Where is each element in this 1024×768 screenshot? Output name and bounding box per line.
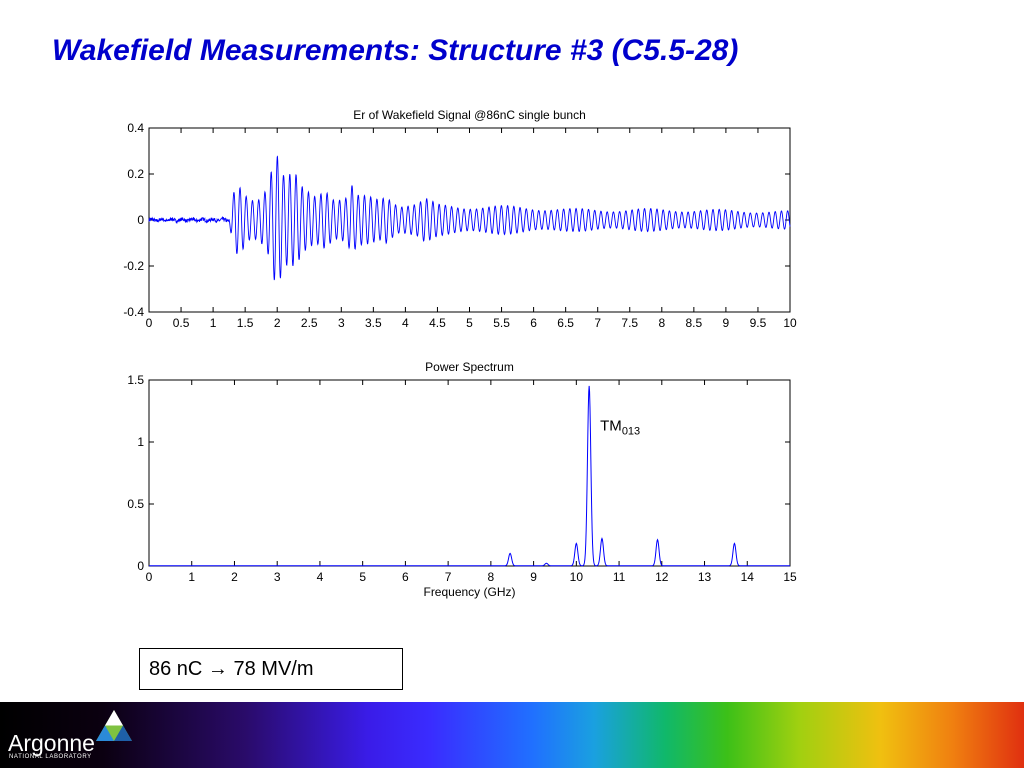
x-tick-label: 12 <box>655 570 669 584</box>
x-tick-label: 8.5 <box>686 316 703 330</box>
x-tick-label: 9 <box>530 570 537 584</box>
x-tick-label: 1 <box>210 316 217 330</box>
x-tick-label: 7.5 <box>621 316 638 330</box>
y-tick-label: 0 <box>137 213 144 227</box>
plot-frame <box>148 379 791 567</box>
footer-gradient-bar <box>0 702 1024 768</box>
x-tick-label: 2.5 <box>301 316 318 330</box>
series-line <box>149 385 790 567</box>
slide-title: Wakefield Measurements: Structure #3 (C5… <box>52 34 739 67</box>
x-axis-label: Frequency (GHz) <box>423 585 515 599</box>
x-tick-label: 10 <box>783 316 797 330</box>
logo-wordmark: Argonne <box>8 730 95 756</box>
y-tick-label: -0.2 <box>123 259 144 273</box>
x-tick-label: 1.5 <box>237 316 254 330</box>
x-tick-label: 3 <box>274 570 281 584</box>
y-tick-label: 0 <box>137 559 144 573</box>
x-tick-label: 3.5 <box>365 316 382 330</box>
x-tick-label: 15 <box>783 570 797 584</box>
y-tick-label: -0.4 <box>123 305 144 319</box>
x-tick-label: 9.5 <box>750 316 767 330</box>
x-tick-label: 4 <box>317 570 324 584</box>
x-tick-label: 2 <box>274 316 281 330</box>
x-tick-label: 9 <box>723 316 730 330</box>
x-tick-label: 1 <box>188 570 195 584</box>
x-tick-label: 13 <box>698 570 712 584</box>
x-tick-label: 7 <box>594 316 601 330</box>
x-tick-label: 10 <box>570 570 584 584</box>
y-tick-label: 0.5 <box>127 497 144 511</box>
x-tick-label: 8 <box>488 570 495 584</box>
x-tick-label: 5.5 <box>493 316 510 330</box>
result-box: 86 nC → 78 MV/m <box>139 648 403 690</box>
wakefield-signal-chart: 0 0.5 1 1.5 2 2.5 3 3.5 4 4.5 5 5.5 6 6.5 7 7.5 8 8.5 9 9.5… <box>123 108 797 330</box>
y-tick-label: 1.5 <box>127 373 144 387</box>
x-tick-label: 5 <box>359 570 366 584</box>
logo-subtitle: NATIONAL LABORATORY <box>9 754 92 760</box>
x-tick-label: 11 <box>613 570 626 584</box>
chart-title: Er of Wakefield Signal @86nC single bunc… <box>353 108 586 122</box>
tm013-annotation: TM013 <box>600 418 640 438</box>
x-tick-label: 6 <box>530 316 537 330</box>
x-tick-label: 3 <box>338 316 345 330</box>
x-tick-label: 0.5 <box>173 316 190 330</box>
x-tick-label: 2 <box>231 570 238 584</box>
y-tick-label: 0.2 <box>127 167 144 181</box>
x-tick-label: 4 <box>402 316 409 330</box>
x-tick-label: 0 <box>146 316 153 330</box>
x-tick-label: 5 <box>466 316 473 330</box>
argonne-triangle-icon <box>96 710 132 741</box>
x-tick-label: 14 <box>741 570 755 584</box>
y-tick-label: 1 <box>137 435 144 449</box>
x-tick-label: 8 <box>658 316 665 330</box>
y-tick-label: 0.4 <box>127 121 144 135</box>
x-tick-label: 6.5 <box>557 316 574 330</box>
argonne-logo: Argonne NATIONAL LABORATORY <box>8 708 138 764</box>
annotation-base: TM <box>600 418 622 435</box>
chart-title: Power Spectrum <box>425 360 514 374</box>
series-line <box>148 155 791 281</box>
x-tick-label: 6 <box>402 570 409 584</box>
annotation-subscript: 013 <box>622 426 640 438</box>
x-tick-label: 0 <box>146 570 153 584</box>
x-tick-label: 7 <box>445 570 452 584</box>
x-tick-label: 4.5 <box>429 316 446 330</box>
